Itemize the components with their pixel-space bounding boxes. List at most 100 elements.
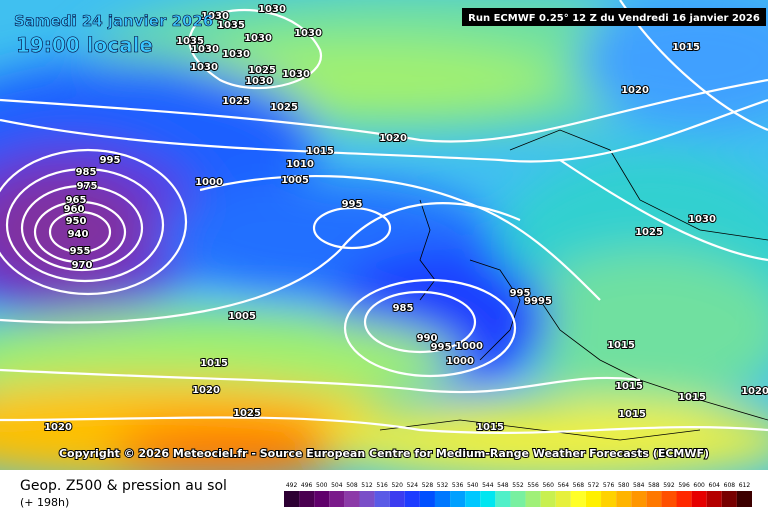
scale-label: 556 — [527, 482, 539, 489]
scale-label: 540 — [467, 482, 479, 489]
scale-label: 552 — [512, 482, 524, 489]
isobar-label: 1000 — [446, 356, 474, 367]
scale-label: 504 — [331, 482, 343, 489]
isobar-label: 995 — [342, 199, 363, 210]
map-date: Samedi 24 janvier 2026 — [14, 12, 213, 30]
scale-swatch — [419, 491, 435, 507]
scale-swatch — [721, 491, 737, 507]
scale-swatch — [570, 491, 586, 507]
isobar-label: 1015 — [615, 381, 643, 392]
scale-label: 568 — [573, 482, 585, 489]
scale-label: 608 — [724, 482, 736, 489]
isobar-label: 990 — [417, 333, 438, 344]
isobar-label: 985 — [393, 303, 414, 314]
isobar-label: 940 — [68, 229, 89, 240]
scale-label: 576 — [603, 482, 615, 489]
scale-label: 584 — [633, 482, 645, 489]
isobar-label: 1030 — [222, 49, 250, 60]
scale-label: 532 — [437, 482, 449, 489]
scale-swatch — [329, 491, 345, 507]
isobar-label: 970 — [72, 260, 93, 271]
scale-swatch — [374, 491, 390, 507]
isobar-label: 965 — [66, 195, 87, 206]
isobar-label: 1030 — [191, 44, 219, 55]
isobar-label: 1005 — [228, 311, 256, 322]
scale-swatch — [284, 491, 300, 507]
footer-lead: (+ 198h) — [20, 496, 69, 509]
isobar-label: 995 — [510, 288, 531, 299]
isobar-label: 1030 — [294, 28, 322, 39]
run-label: Run ECMWF 0.25° 12 Z du Vendredi 16 janv… — [468, 13, 760, 24]
scale-swatch — [450, 491, 466, 507]
scale-label: 592 — [663, 482, 675, 489]
scale-swatch — [736, 491, 752, 507]
scale-swatch — [661, 491, 677, 507]
map-time: 19:00 locale — [16, 33, 153, 57]
isobar-label: 1020 — [741, 386, 768, 397]
scale-swatch — [525, 491, 541, 507]
geopotential-field — [0, 0, 768, 480]
isobars — [0, 0, 768, 434]
scale-swatch — [706, 491, 722, 507]
footer-title: Geop. Z500 & pression au sol — [20, 478, 227, 494]
scale-label: 564 — [558, 482, 570, 489]
isobar-label: 1030 — [688, 214, 716, 225]
scale-label: 528 — [422, 482, 434, 489]
scale-label: 580 — [618, 482, 630, 489]
scale-label: 516 — [376, 482, 388, 489]
scale-swatch — [691, 491, 707, 507]
scale-swatch — [495, 491, 511, 507]
isobar-label: 1020 — [44, 422, 72, 433]
isobar-label: 1035 — [217, 20, 245, 31]
isobar-label: 955 — [70, 246, 91, 257]
isobar-label: 1020 — [621, 85, 649, 96]
scale-swatch — [314, 491, 330, 507]
isobar-label: 9995 — [524, 296, 552, 307]
scale-label: 560 — [542, 482, 554, 489]
isobar-label: 995 — [100, 155, 121, 166]
isobar-label: 1015 — [200, 358, 228, 369]
isobar-label: 1015 — [678, 392, 706, 403]
scale-swatch — [585, 491, 602, 507]
copyright: Copyright © 2026 Meteociel.fr - Source E… — [59, 447, 709, 460]
isobar-label: 975 — [77, 181, 98, 192]
isobar-label: 1030 — [282, 69, 310, 80]
scale-swatch — [540, 491, 556, 507]
color-scale: 492 496 500 504 508 512 516 520 524 528 532 536 540 5… — [284, 482, 752, 507]
isobar-label: 1030 — [244, 33, 272, 44]
scale-swatch — [389, 491, 405, 507]
isobar-label: 1025 — [222, 96, 250, 107]
isobar-label: 1025 — [233, 408, 261, 419]
scale-label: 496 — [301, 482, 313, 489]
scale-swatch — [465, 491, 481, 507]
scale-swatch — [480, 491, 496, 507]
scale-label: 572 — [588, 482, 600, 489]
scale-swatch — [616, 491, 632, 507]
scale-label: 512 — [361, 482, 373, 489]
scale-label: 544 — [482, 482, 494, 489]
scale-swatch — [646, 491, 662, 507]
scale-label: 524 — [407, 482, 419, 489]
isobar-label: 1030 — [201, 11, 229, 22]
scale-label: 508 — [346, 482, 358, 489]
isobar-label: 1010 — [286, 159, 314, 170]
isobar-label: 950 — [66, 216, 87, 227]
scale-label: 604 — [709, 482, 721, 489]
coastlines — [379, 129, 768, 441]
isobar-label: 1030 — [245, 76, 273, 87]
scale-swatch — [299, 491, 315, 507]
isobar-label: 1015 — [618, 409, 646, 420]
scale-label: 588 — [648, 482, 660, 489]
scale-swatch — [510, 491, 526, 507]
isobar-label: 1030 — [190, 62, 218, 73]
scale-swatch — [555, 491, 571, 507]
scale-swatch — [404, 491, 420, 507]
isobar-label: 1025 — [270, 102, 298, 113]
isobar-label: 1025 — [635, 227, 663, 238]
isobar-label: 1035 — [176, 36, 204, 47]
isobar-label: 1015 — [306, 146, 334, 157]
scale-label: 596 — [678, 482, 690, 489]
isobar-label: 1015 — [607, 340, 635, 351]
